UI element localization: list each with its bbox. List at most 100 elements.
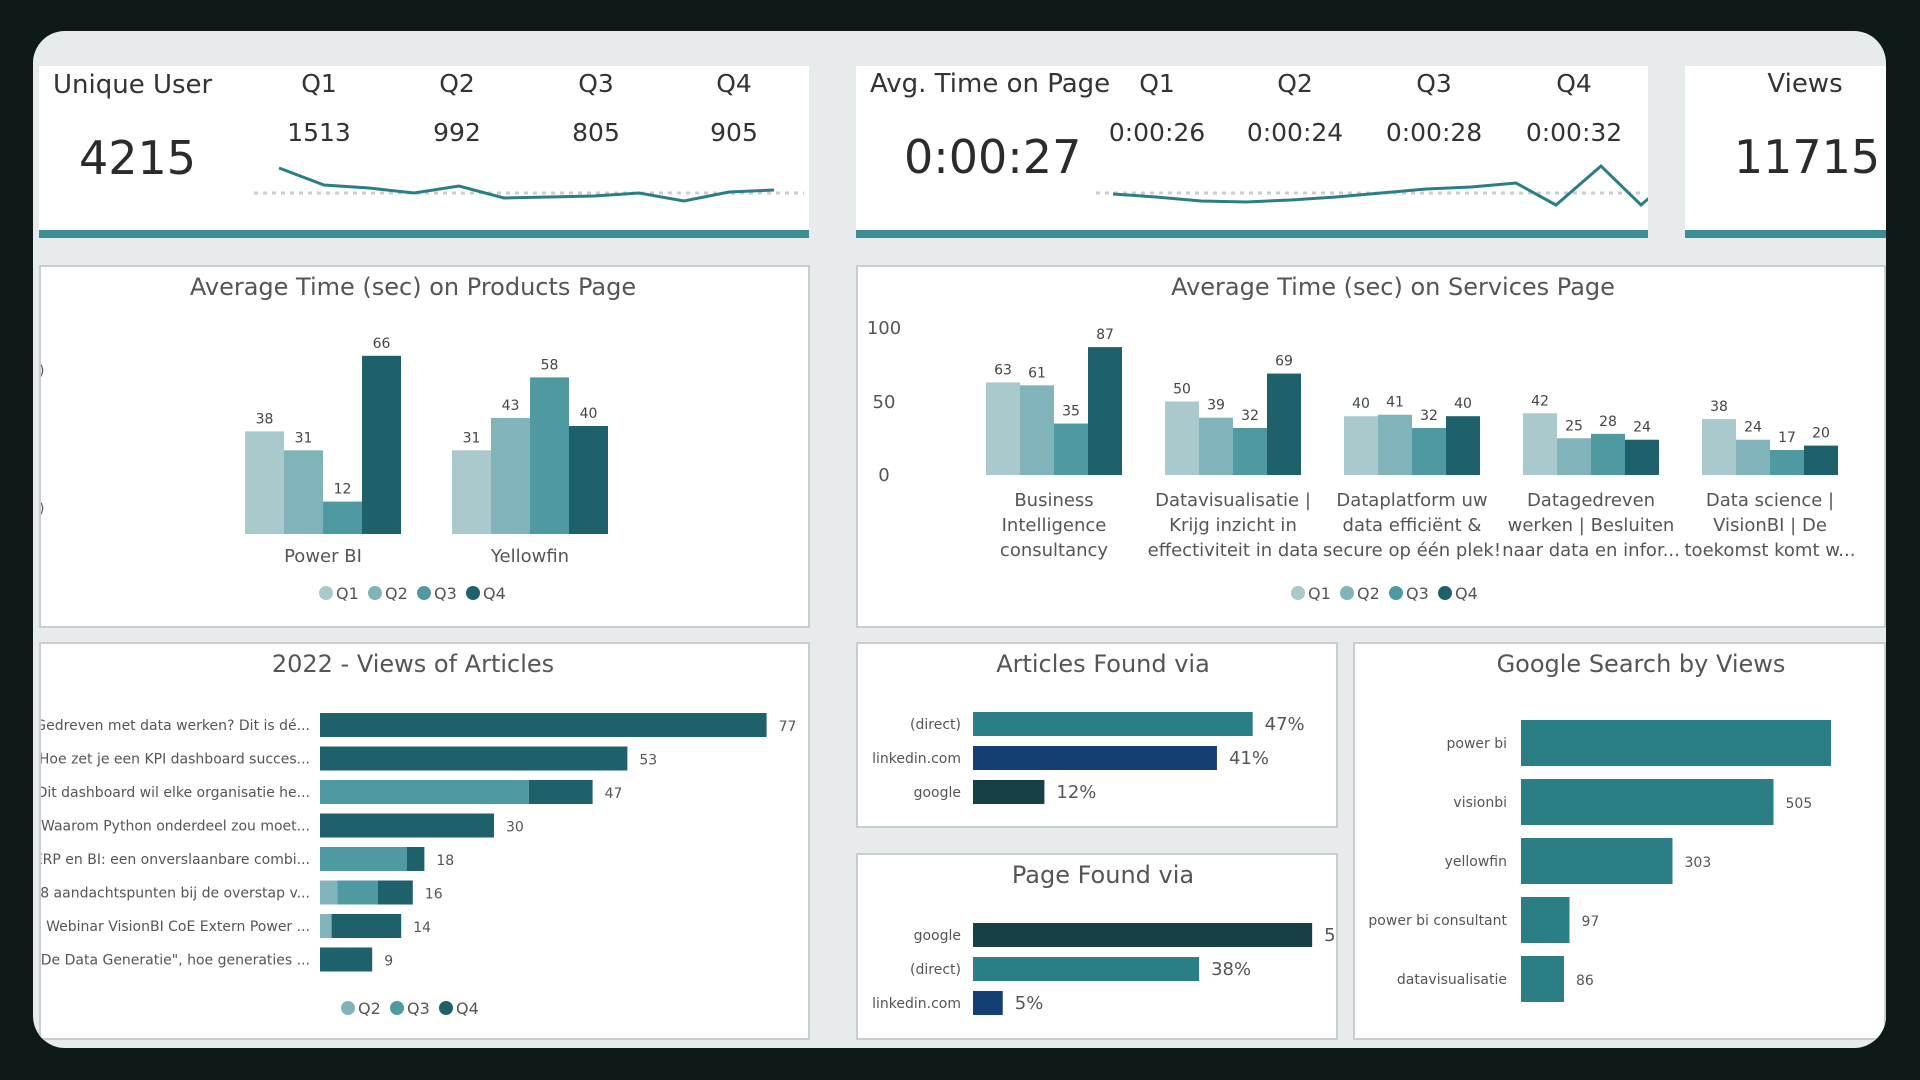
articles-legend-label-q2: Q2 <box>358 999 381 1018</box>
articles-bar-2-q3 <box>320 780 529 804</box>
articles-found-bar-direct <box>973 712 1253 736</box>
google-value-label-datavisualisatie: 86 <box>1576 973 1594 989</box>
services-legend-label-q1: Q1 <box>1308 584 1331 603</box>
google-category-label-yellowfin: yellowfin <box>1445 854 1507 870</box>
services-bar-4-q2 <box>1736 439 1770 475</box>
services-bar-0-q1 <box>986 382 1020 475</box>
services-category-label-2-0: Dataplatform uw <box>1336 490 1487 511</box>
products-axis-tick-top: ) <box>41 363 44 379</box>
products-bar-1-q1 <box>452 450 491 534</box>
google-value-label-visionbi: 505 <box>1786 796 1813 812</box>
articles-total-label-7: 9 <box>384 954 393 970</box>
articles-total-label-0: 77 <box>779 719 797 735</box>
services-y-tick-0: 0 <box>878 465 889 486</box>
kpi-unique-q3-value: 805 <box>572 118 620 147</box>
google-search-svg: Google Search by Views power bi visionbi 5… <box>1368 650 1831 1002</box>
kpi-unique-q1-label: Q1 <box>301 69 337 98</box>
products-legend-label-q1: Q1 <box>336 584 359 603</box>
articles-legend-label-q3: Q3 <box>407 999 430 1018</box>
kpi-views-card[interactable]: Views 11715 <box>1685 66 1886 238</box>
page-found-panel[interactable]: Page Found via google 57% (direct) 38% linke… <box>856 853 1338 1040</box>
services-bar-4-q3 <box>1770 450 1804 475</box>
services-legend-dot-q1 <box>1291 586 1305 600</box>
kpi-unique-user-title: Unique User <box>53 70 213 100</box>
services-bar-0-q3 <box>1054 423 1088 475</box>
services-value-2-q2: 41 <box>1386 395 1404 411</box>
articles-bar-7-q4 <box>320 947 373 972</box>
articles-chart-panel[interactable]: 2022 - Views of Articles Gedreven met da… <box>39 642 810 1040</box>
articles-bar-5-q4 <box>378 880 413 905</box>
services-category-label-4-2: toekomst komt w... <box>1685 540 1856 561</box>
services-bar-4-q1 <box>1702 419 1736 475</box>
services-chart-panel[interactable]: Average Time (sec) on Services Page 100 5… <box>856 265 1886 628</box>
kpi-unique-user-card[interactable]: Unique User 4215 Q1 Q2 Q3 Q4 1513 992 80… <box>39 66 809 238</box>
articles-found-value-label-google: 12% <box>1056 782 1096 803</box>
products-value-1-q4: 40 <box>580 406 598 422</box>
articles-total-label-3: 30 <box>506 820 524 836</box>
kpi-avg-time-title: Avg. Time on Page <box>870 69 1110 99</box>
articles-found-value-label-linkedin-com: 41% <box>1229 748 1269 769</box>
kpi-time-q2-label: Q2 <box>1277 69 1313 98</box>
articles-category-label-6: Webinar VisionBI CoE Extern Power ... <box>46 919 310 935</box>
products-bar-0-q1 <box>245 431 284 534</box>
articles-bar-6-q2 <box>320 914 332 938</box>
articles-bar-3-q4 <box>320 813 494 838</box>
dashboard: Unique User 4215 Q1 Q2 Q3 Q4 1513 992 80… <box>33 31 1886 1048</box>
services-bar-4-q4 <box>1804 445 1838 475</box>
services-value-1-q2: 39 <box>1207 398 1225 414</box>
articles-bar-4-q4 <box>407 847 425 871</box>
google-value-label-yellowfin: 303 <box>1685 855 1712 871</box>
products-axis-tick-bottom: ) <box>41 501 44 517</box>
products-chart-panel[interactable]: Average Time (sec) on Products Page )) 38… <box>39 265 810 628</box>
kpi-views-accent-bar <box>1685 230 1886 238</box>
kpi-unique-q3-label: Q3 <box>578 69 614 98</box>
services-bar-2-q1 <box>1344 416 1378 475</box>
kpi-time-q1-value: 0:00:26 <box>1109 118 1205 147</box>
services-category-label-1-0: Datavisualisatie | <box>1155 490 1311 511</box>
products-bar-1-q4 <box>569 426 608 534</box>
services-bar-0-q4 <box>1088 347 1122 475</box>
articles-found-panel[interactable]: Articles Found via (direct) 47% linkedin.c… <box>856 642 1338 828</box>
services-value-1-q3: 32 <box>1241 408 1259 424</box>
services-category-label-0-2: consultancy <box>1000 540 1108 561</box>
services-value-1-q1: 50 <box>1173 382 1191 398</box>
services-bar-2-q2 <box>1378 414 1412 475</box>
page-found-title: Page Found via <box>1012 861 1194 889</box>
products-bar-1-q2 <box>491 417 530 534</box>
page-found-value-label-direct: 38% <box>1211 959 1251 980</box>
kpi-unique-user-svg: Unique User 4215 Q1 Q2 Q3 Q4 1513 992 80… <box>53 69 804 203</box>
products-value-1-q3: 58 <box>541 357 559 373</box>
articles-total-label-6: 14 <box>413 920 431 936</box>
services-bar-1-q4 <box>1267 373 1301 475</box>
services-value-0-q2: 61 <box>1028 365 1046 381</box>
products-bar-0-q2 <box>284 450 323 534</box>
page-found-bar-direct <box>973 957 1200 981</box>
services-value-3-q2: 25 <box>1565 418 1583 434</box>
kpi-time-q2-value: 0:00:24 <box>1247 118 1343 147</box>
services-legend-dot-q2 <box>1340 586 1354 600</box>
kpi-avg-time-card[interactable]: Avg. Time on Page 0:00:27 Q1 Q2 Q3 Q4 0:… <box>856 66 1648 238</box>
articles-found-svg: Articles Found via (direct) 47% linkedin.c… <box>872 650 1305 804</box>
products-legend-label-q3: Q3 <box>434 584 457 603</box>
articles-bar-2-q4 <box>528 780 593 804</box>
products-value-0-q1: 38 <box>256 411 274 427</box>
products-bar-0-q4 <box>362 355 401 534</box>
page-found-category-label-direct: (direct) <box>910 962 961 978</box>
articles-bar-6-q4 <box>331 914 402 938</box>
services-value-4-q4: 20 <box>1812 426 1830 442</box>
kpi-unique-q2-value: 992 <box>433 118 481 147</box>
kpi-views-total: 11715 <box>1734 130 1880 184</box>
articles-category-label-3: Waarom Python onderdeel zou moet... <box>41 819 310 835</box>
services-value-1-q4: 69 <box>1275 354 1293 370</box>
products-legend-label-q4: Q4 <box>483 584 506 603</box>
services-bar-2-q4 <box>1446 416 1480 475</box>
services-category-label-2-2: secure op één plek! <box>1323 540 1501 561</box>
services-value-4-q2: 24 <box>1744 420 1762 436</box>
services-category-label-4-1: VisionBI | De <box>1713 515 1827 536</box>
kpi-views-title: Views <box>1767 69 1842 99</box>
products-value-0-q4: 66 <box>373 336 391 352</box>
google-search-title: Google Search by Views <box>1497 650 1786 678</box>
google-search-panel[interactable]: Google Search by Views power bi visionbi 5… <box>1353 642 1886 1040</box>
kpi-time-q4-label: Q4 <box>1556 69 1592 98</box>
services-bar-3-q1 <box>1523 413 1557 475</box>
